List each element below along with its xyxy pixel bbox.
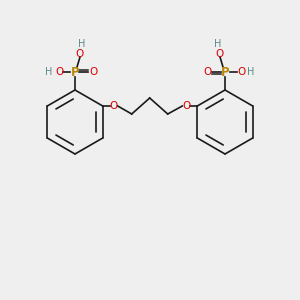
Text: H: H	[78, 39, 86, 49]
Text: O: O	[55, 67, 63, 77]
Text: O: O	[216, 49, 224, 59]
Text: O: O	[89, 67, 97, 77]
Text: P: P	[221, 65, 229, 79]
Text: H: H	[247, 67, 255, 77]
Text: H: H	[214, 39, 222, 49]
Text: H: H	[45, 67, 53, 77]
Text: O: O	[110, 101, 118, 111]
Text: O: O	[203, 67, 211, 77]
Text: P: P	[71, 65, 79, 79]
Text: O: O	[76, 49, 84, 59]
Text: O: O	[182, 101, 190, 111]
Text: O: O	[237, 67, 245, 77]
